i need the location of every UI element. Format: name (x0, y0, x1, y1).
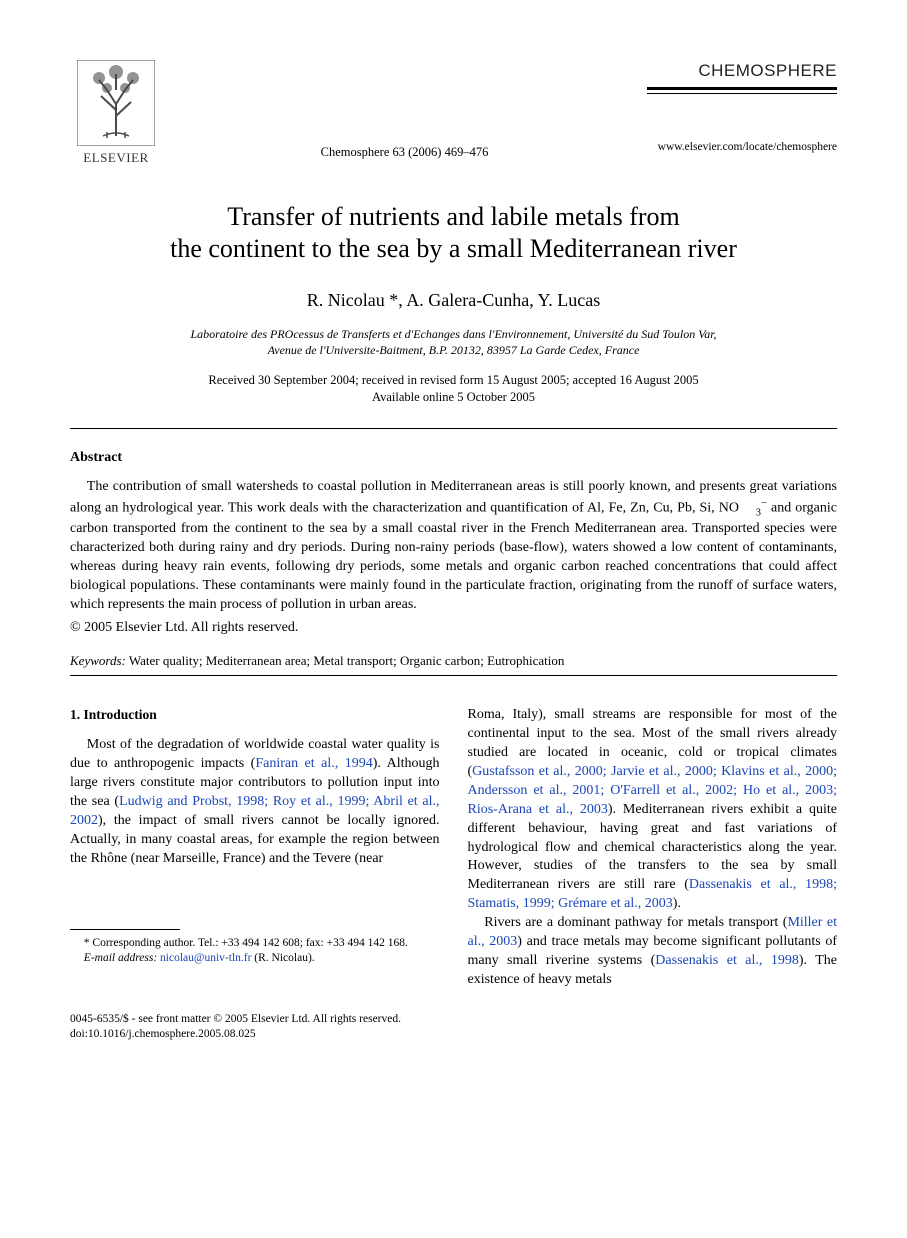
front-matter-footer: 0045-6535/$ - see front matter © 2005 El… (70, 1012, 837, 1042)
footnote-corr: * Corresponding author. Tel.: +33 494 14… (70, 936, 440, 952)
email-post: (R. Nicolau). (251, 952, 314, 964)
page-header: ELSEVIER Chemosphere 63 (2006) 469–476 C… (70, 60, 837, 167)
intro-paragraph-right-2: Rivers are a dominant pathway for metals… (468, 914, 838, 990)
journal-rule-thick (647, 87, 837, 90)
email-label: E-mail address: (84, 952, 157, 964)
journal-name: CHEMOSPHERE (647, 60, 837, 83)
doi-line: doi:10.1016/j.chemosphere.2005.08.025 (70, 1027, 837, 1042)
section-1-heading: 1. Introduction (70, 706, 440, 724)
left-column: 1. Introduction Most of the degradation … (70, 706, 440, 989)
citation-faniran[interactable]: Faniran et al., 1994 (255, 756, 372, 771)
body-columns: 1. Introduction Most of the degradation … (70, 706, 837, 989)
corresponding-author-footnote: * Corresponding author. Tel.: +33 494 14… (70, 936, 440, 967)
citation-dassenakis-2[interactable]: Dassenakis et al., 1998 (655, 953, 799, 968)
elsevier-tree-icon (77, 60, 155, 146)
right-column: Roma, Italy), small streams are responsi… (468, 706, 838, 989)
body-right-p2-pre: Rivers are a dominant pathway for metals… (484, 915, 787, 930)
keywords-text: Water quality; Mediterranean area; Metal… (126, 653, 565, 668)
journal-url[interactable]: www.elsevier.com/locate/chemosphere (647, 140, 837, 156)
abstract-text-pre: The contribution of small watersheds to … (70, 479, 837, 516)
authors: R. Nicolau *, A. Galera-Cunha, Y. Lucas (70, 288, 837, 312)
article-dates: Received 30 September 2004; received in … (70, 372, 837, 406)
body-left-mid2: ), the impact of small rivers cannot be … (70, 813, 440, 866)
title-line-1: Transfer of nutrients and labile metals … (227, 202, 680, 231)
footnote-rule (70, 929, 180, 930)
footnote-email-line: E-mail address: nicolau@univ-tln.fr (R. … (70, 951, 440, 967)
publisher-logo-block: ELSEVIER (70, 60, 162, 167)
rule-above-abstract (70, 428, 837, 429)
journal-block: CHEMOSPHERE www.elsevier.com/locate/chem… (647, 60, 837, 155)
affiliation: Laboratoire des PROcessus de Transferts … (70, 326, 837, 358)
intro-paragraph-right-1: Roma, Italy), small streams are responsi… (468, 706, 838, 914)
abstract-copyright: © 2005 Elsevier Ltd. All rights reserved… (70, 619, 837, 638)
dates-line-2: Available online 5 October 2005 (372, 390, 535, 404)
keywords-line: Keywords: Water quality; Mediterranean a… (70, 652, 837, 670)
publisher-name: ELSEVIER (83, 149, 148, 167)
body-right-mid2: ). (673, 896, 681, 911)
intro-paragraph-left: Most of the degradation of worldwide coa… (70, 736, 440, 868)
affiliation-line-1: Laboratoire des PROcessus de Transferts … (190, 327, 716, 341)
keywords-label: Keywords: (70, 653, 126, 668)
abstract-heading: Abstract (70, 449, 837, 468)
rule-below-keywords (70, 675, 837, 676)
title-line-2: the continent to the sea by a small Medi… (170, 234, 737, 263)
abstract-body: The contribution of small watersheds to … (70, 478, 837, 615)
author-email[interactable]: nicolau@univ-tln.fr (160, 952, 251, 964)
nitrate-formula: 3− (739, 497, 767, 521)
affiliation-line-2: Avenue de l'Universite-Baitment, B.P. 20… (268, 343, 640, 357)
dates-line-1: Received 30 September 2004; received in … (208, 373, 698, 387)
article-title: Transfer of nutrients and labile metals … (70, 201, 837, 266)
issn-line: 0045-6535/$ - see front matter © 2005 El… (70, 1012, 837, 1027)
abstract-text-post: and organic carbon transported from the … (70, 500, 837, 612)
journal-rule-thin (647, 93, 837, 94)
citation-line: Chemosphere 63 (2006) 469–476 (162, 60, 647, 161)
